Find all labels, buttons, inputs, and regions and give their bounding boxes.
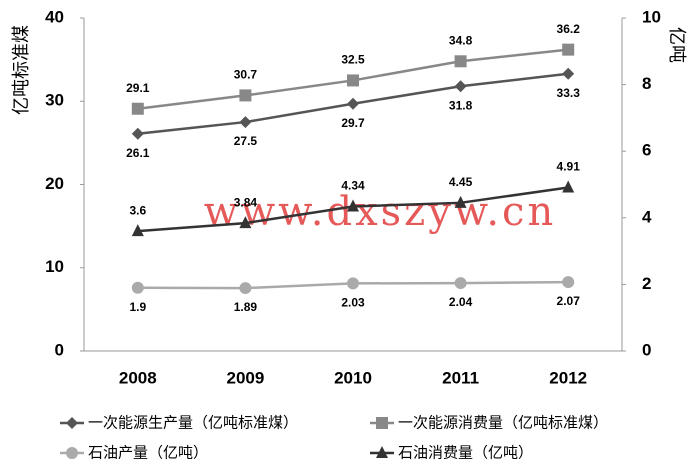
- y-tick-label: 0: [55, 340, 64, 359]
- marker: [131, 102, 144, 115]
- value-label: 4.45: [449, 175, 473, 189]
- y-tick-label: 10: [45, 257, 64, 276]
- legend-label: 石油消费量（亿吨）: [398, 444, 533, 462]
- y2-tick-label: 0: [642, 340, 651, 359]
- marker: [131, 281, 144, 294]
- marker: [66, 417, 78, 429]
- marker: [347, 277, 359, 290]
- marker: [239, 116, 252, 129]
- value-label: 2.04: [449, 295, 473, 309]
- marker: [562, 180, 575, 193]
- marker: [239, 89, 252, 102]
- marker: [131, 224, 144, 237]
- marker: [376, 446, 388, 458]
- value-label: 2.07: [557, 294, 581, 308]
- y2-tick-label: 8: [642, 74, 651, 93]
- value-label: 26.1: [126, 146, 150, 160]
- value-label: 4.34: [341, 179, 365, 193]
- value-label: 3.6: [129, 203, 146, 217]
- x-tick-label: 2008: [119, 368, 157, 387]
- marker: [562, 276, 575, 289]
- marker: [239, 216, 252, 229]
- x-tick-label: 2009: [226, 368, 264, 387]
- marker: [454, 80, 467, 93]
- marker: [376, 417, 388, 429]
- legend-label: 一次能源消费量（亿吨标准煤）: [398, 414, 608, 432]
- y2-tick-label: 10: [642, 7, 661, 26]
- value-label: 1.9: [129, 300, 146, 314]
- marker: [347, 199, 359, 212]
- marker: [562, 43, 575, 56]
- y2-tick-label: 2: [642, 274, 651, 293]
- value-label: 4.91: [557, 160, 581, 174]
- marker: [454, 55, 467, 68]
- y-axis-label: 亿吨标准煤: [11, 25, 32, 115]
- value-label: 27.5: [234, 134, 258, 148]
- value-label: 29.7: [341, 116, 365, 130]
- y2-axis-label: 亿吨: [666, 27, 687, 63]
- marker: [347, 74, 359, 87]
- legend-label: 一次能源生产量（亿吨标准煤）: [88, 414, 298, 432]
- value-label: 3.84: [234, 195, 258, 209]
- x-tick-label: 2010: [334, 368, 372, 387]
- value-label: 31.8: [449, 98, 473, 112]
- marker: [239, 282, 252, 295]
- value-label: 2.03: [341, 296, 365, 310]
- y-tick-label: 40: [45, 7, 64, 26]
- y-tick-label: 20: [45, 174, 64, 193]
- x-tick-label: 2012: [549, 368, 587, 387]
- value-label: 29.1: [126, 81, 150, 95]
- y-tick-label: 30: [45, 91, 64, 110]
- marker: [454, 277, 467, 290]
- x-tick-label: 2011: [442, 368, 479, 387]
- legend-label: 石油产量（亿吨）: [88, 444, 208, 462]
- marker: [562, 67, 575, 80]
- value-label: 36.2: [557, 22, 581, 36]
- y2-tick-label: 4: [642, 207, 652, 226]
- value-label: 30.7: [234, 68, 258, 82]
- y2-tick-label: 6: [642, 141, 651, 160]
- value-label: 32.5: [341, 53, 365, 67]
- marker: [131, 127, 144, 140]
- value-label: 1.89: [234, 300, 258, 314]
- marker: [66, 447, 78, 459]
- value-label: 33.3: [557, 86, 581, 100]
- value-label: 34.8: [449, 33, 473, 47]
- marker: [347, 97, 359, 110]
- marker: [454, 195, 467, 208]
